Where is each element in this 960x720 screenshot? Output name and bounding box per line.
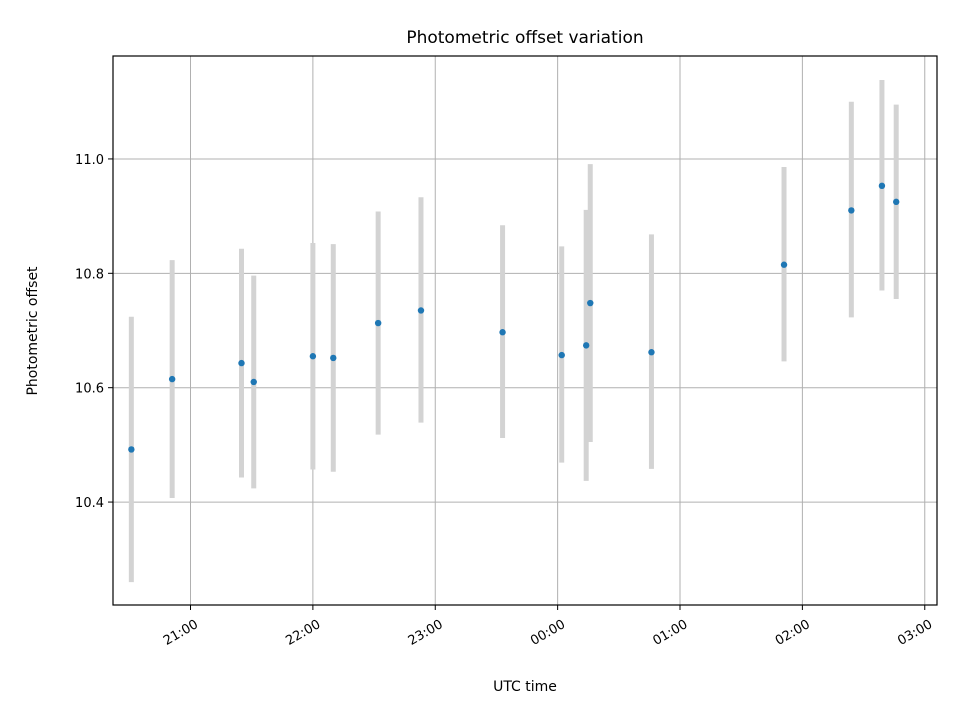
data-point	[417, 307, 425, 314]
plot-frame	[112, 55, 938, 606]
data-point	[128, 446, 135, 453]
data-point	[309, 353, 317, 360]
data-point	[238, 359, 245, 367]
data-point	[582, 342, 590, 349]
y-tick-label: 10.8	[75, 267, 104, 282]
data-point	[168, 375, 176, 383]
y-tick-label: 10.4	[75, 496, 104, 511]
data-point	[648, 349, 655, 356]
data-point	[250, 378, 257, 386]
data-point	[558, 351, 565, 359]
data-point	[374, 319, 382, 327]
data-point	[878, 182, 886, 190]
x-axis-label: UTC time	[493, 679, 557, 695]
chart-title: Photometric offset variation	[406, 28, 643, 48]
data-point	[780, 261, 788, 268]
data-points	[128, 182, 900, 453]
y-tick-label: 10.6	[75, 382, 104, 397]
grid-lines	[113, 56, 937, 605]
data-point	[330, 354, 337, 362]
data-point	[587, 299, 594, 307]
y-axis-label: Photometric offset	[25, 266, 41, 396]
y-tick-label: 11.0	[75, 153, 104, 168]
data-point	[499, 329, 506, 336]
data-point	[848, 207, 855, 214]
data-point	[893, 198, 900, 206]
